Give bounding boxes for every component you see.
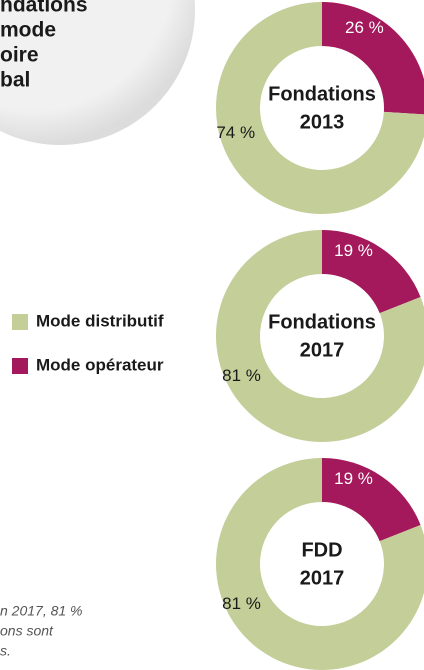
value-label: 19 %: [334, 241, 373, 260]
legend-swatch: [12, 314, 28, 330]
legend: Mode distributif Mode opérateur: [12, 311, 164, 374]
value-label: 19 %: [334, 469, 373, 488]
legend-label: Mode distributif: [36, 311, 164, 330]
donut: 19 % 81 % FDD 2017: [216, 458, 424, 670]
header-line: oire: [0, 44, 39, 67]
donut: 19 % 81 % Fondations 2017: [216, 230, 424, 442]
donut-title: Fondations: [268, 311, 376, 333]
header-line: ndations: [0, 0, 88, 17]
donut-title: 2017: [300, 339, 345, 361]
donut-segment: [322, 458, 421, 542]
header-line: bal: [0, 69, 30, 92]
footnote-line: s.: [0, 643, 11, 659]
donut-segment: [322, 230, 421, 314]
donut-title: 2017: [300, 567, 345, 589]
donut-segment: [216, 2, 424, 214]
value-label: 74 %: [216, 123, 255, 142]
donut-title: FDD: [301, 539, 342, 561]
header-bubble: [0, 0, 195, 145]
donut-title: 2013: [300, 111, 345, 133]
legend-swatch: [12, 358, 28, 374]
footnote-line: ons sont: [0, 623, 54, 639]
donut-segment: [322, 2, 424, 115]
legend-label: Mode opérateur: [36, 355, 164, 374]
donut-segment: [216, 458, 424, 670]
value-label: 81 %: [222, 366, 261, 385]
header-line: mode: [0, 19, 56, 42]
value-label: 26 %: [345, 18, 384, 37]
value-label: 81 %: [222, 594, 261, 613]
footnote-line: n 2017, 81 %: [0, 603, 83, 619]
footnote: n 2017, 81 % ons sont s.: [0, 603, 83, 659]
donut-title: Fondations: [268, 83, 376, 105]
donut-segment: [216, 230, 424, 442]
charts: 26 % 74 % Fondations 2013 19 % 81 % Fondations…: [216, 2, 424, 670]
donut: 26 % 74 % Fondations 2013: [216, 2, 424, 214]
